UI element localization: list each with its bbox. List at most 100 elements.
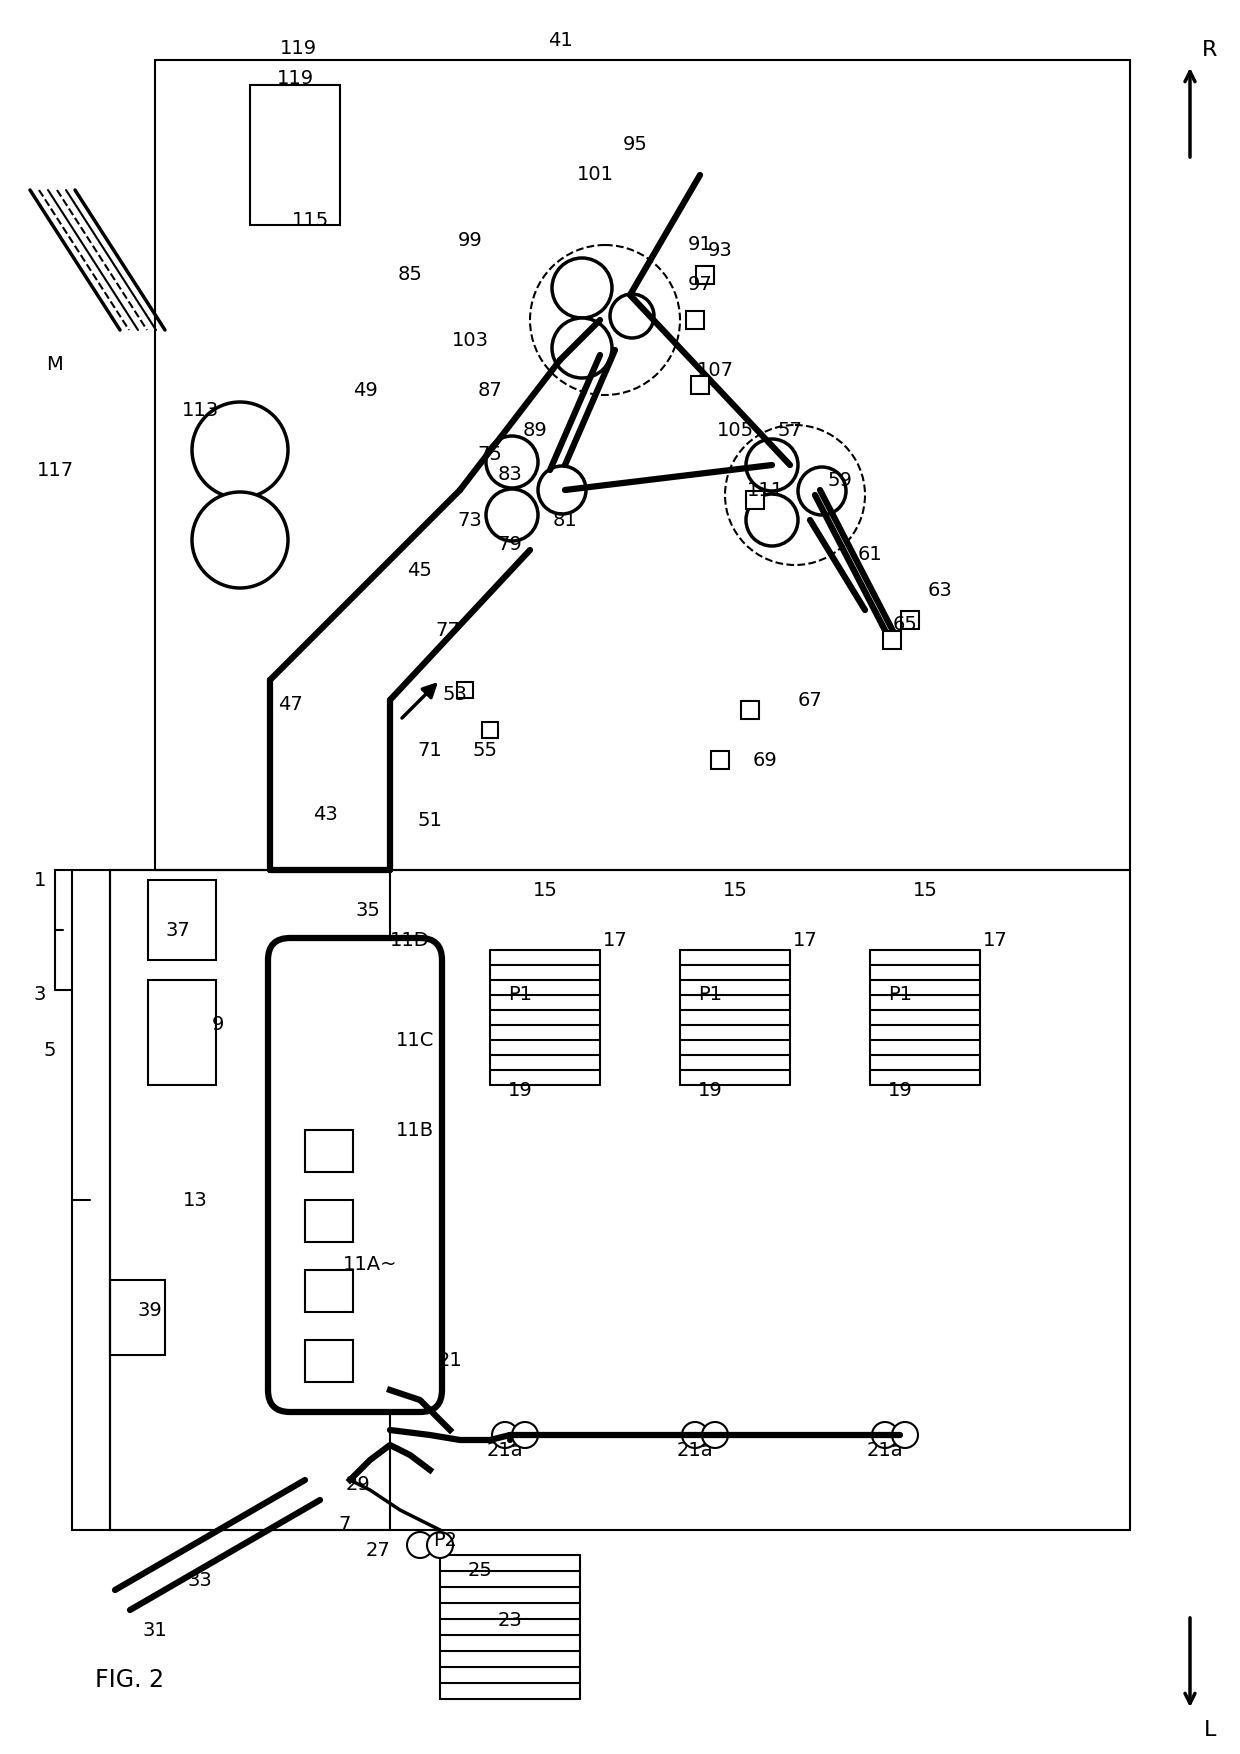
Circle shape (746, 438, 799, 491)
Text: 87: 87 (477, 381, 502, 400)
Text: 9: 9 (212, 1016, 224, 1035)
Bar (155, 60, 1130, 870)
Circle shape (682, 1422, 708, 1449)
Text: 69: 69 (753, 751, 777, 770)
Text: 75: 75 (477, 446, 502, 465)
Bar (110, 870, 391, 1529)
Circle shape (486, 489, 538, 540)
Text: 107: 107 (697, 361, 734, 379)
Text: 43: 43 (312, 805, 337, 824)
Bar (305, 1200, 353, 1242)
Text: 49: 49 (352, 381, 377, 400)
Text: 27: 27 (366, 1540, 391, 1559)
Text: 53: 53 (443, 686, 467, 705)
Text: P1: P1 (698, 986, 722, 1005)
Text: 51: 51 (418, 810, 443, 830)
Text: 63: 63 (928, 581, 952, 600)
Text: 19: 19 (507, 1080, 532, 1100)
Text: 119: 119 (277, 68, 314, 88)
Text: 105: 105 (717, 421, 754, 440)
Bar (691, 375, 709, 395)
Text: 71: 71 (418, 740, 443, 759)
Text: 11C: 11C (396, 1031, 434, 1049)
Text: 61: 61 (858, 545, 883, 565)
Circle shape (702, 1422, 728, 1449)
Bar (305, 1130, 353, 1172)
Text: P1: P1 (508, 986, 532, 1005)
Text: 95: 95 (622, 135, 647, 154)
Text: 33: 33 (187, 1570, 212, 1589)
Text: 1: 1 (33, 870, 46, 889)
Text: 11A~: 11A~ (342, 1256, 397, 1275)
Bar (901, 610, 919, 630)
Circle shape (872, 1422, 898, 1449)
Text: P2: P2 (433, 1531, 458, 1549)
Bar (482, 723, 498, 738)
Text: L: L (1204, 1721, 1216, 1740)
Circle shape (552, 317, 613, 379)
Text: 97: 97 (688, 275, 712, 295)
Text: 35: 35 (356, 900, 381, 919)
Circle shape (746, 495, 799, 545)
Circle shape (192, 493, 288, 588)
Bar (746, 491, 764, 509)
Text: 15: 15 (913, 881, 937, 900)
Text: 113: 113 (181, 400, 218, 419)
Text: FIG. 2: FIG. 2 (95, 1668, 164, 1693)
Text: P1: P1 (888, 986, 911, 1005)
Text: 81: 81 (553, 510, 578, 530)
Text: 11D: 11D (391, 931, 430, 949)
Bar (148, 881, 216, 959)
Bar (110, 870, 1130, 1529)
Text: 93: 93 (708, 240, 733, 260)
Text: 31: 31 (143, 1621, 167, 1640)
Text: 21a: 21a (867, 1440, 903, 1459)
Text: 15: 15 (532, 881, 558, 900)
Text: 57: 57 (777, 421, 802, 440)
Circle shape (427, 1531, 453, 1558)
Text: 11B: 11B (396, 1121, 434, 1140)
Circle shape (610, 295, 653, 339)
Bar (686, 310, 704, 330)
Text: 103: 103 (451, 330, 489, 349)
Bar (711, 751, 729, 768)
Bar (305, 1340, 353, 1382)
Bar (148, 980, 216, 1086)
Circle shape (512, 1422, 538, 1449)
Text: 21: 21 (438, 1351, 463, 1370)
Text: 99: 99 (458, 230, 482, 249)
Text: 65: 65 (893, 616, 918, 635)
Text: 25: 25 (467, 1561, 492, 1580)
Text: 17: 17 (982, 931, 1007, 949)
Text: 115: 115 (291, 210, 329, 230)
Text: 21a: 21a (486, 1440, 523, 1459)
Text: 55: 55 (472, 740, 497, 759)
Text: 7: 7 (339, 1515, 351, 1535)
Text: 5: 5 (43, 1040, 56, 1059)
Circle shape (892, 1422, 918, 1449)
FancyBboxPatch shape (268, 938, 441, 1412)
Circle shape (552, 258, 613, 317)
Text: 79: 79 (497, 535, 522, 554)
Circle shape (492, 1422, 518, 1449)
Bar (883, 631, 901, 649)
Text: 47: 47 (278, 696, 303, 714)
Circle shape (407, 1531, 433, 1558)
Bar (742, 702, 759, 719)
Bar (305, 1270, 353, 1312)
Text: 67: 67 (797, 691, 822, 710)
Text: 91: 91 (688, 235, 712, 254)
Text: 101: 101 (577, 165, 614, 184)
Bar (110, 1280, 165, 1356)
Text: 13: 13 (182, 1191, 207, 1210)
Text: M: M (47, 356, 63, 375)
Circle shape (486, 437, 538, 488)
Text: 85: 85 (398, 265, 423, 284)
Text: 39: 39 (138, 1300, 162, 1319)
Text: 17: 17 (603, 931, 627, 949)
Bar (458, 682, 472, 698)
Text: 15: 15 (723, 881, 748, 900)
Text: 19: 19 (698, 1080, 723, 1100)
Circle shape (799, 467, 846, 516)
Circle shape (538, 467, 587, 514)
